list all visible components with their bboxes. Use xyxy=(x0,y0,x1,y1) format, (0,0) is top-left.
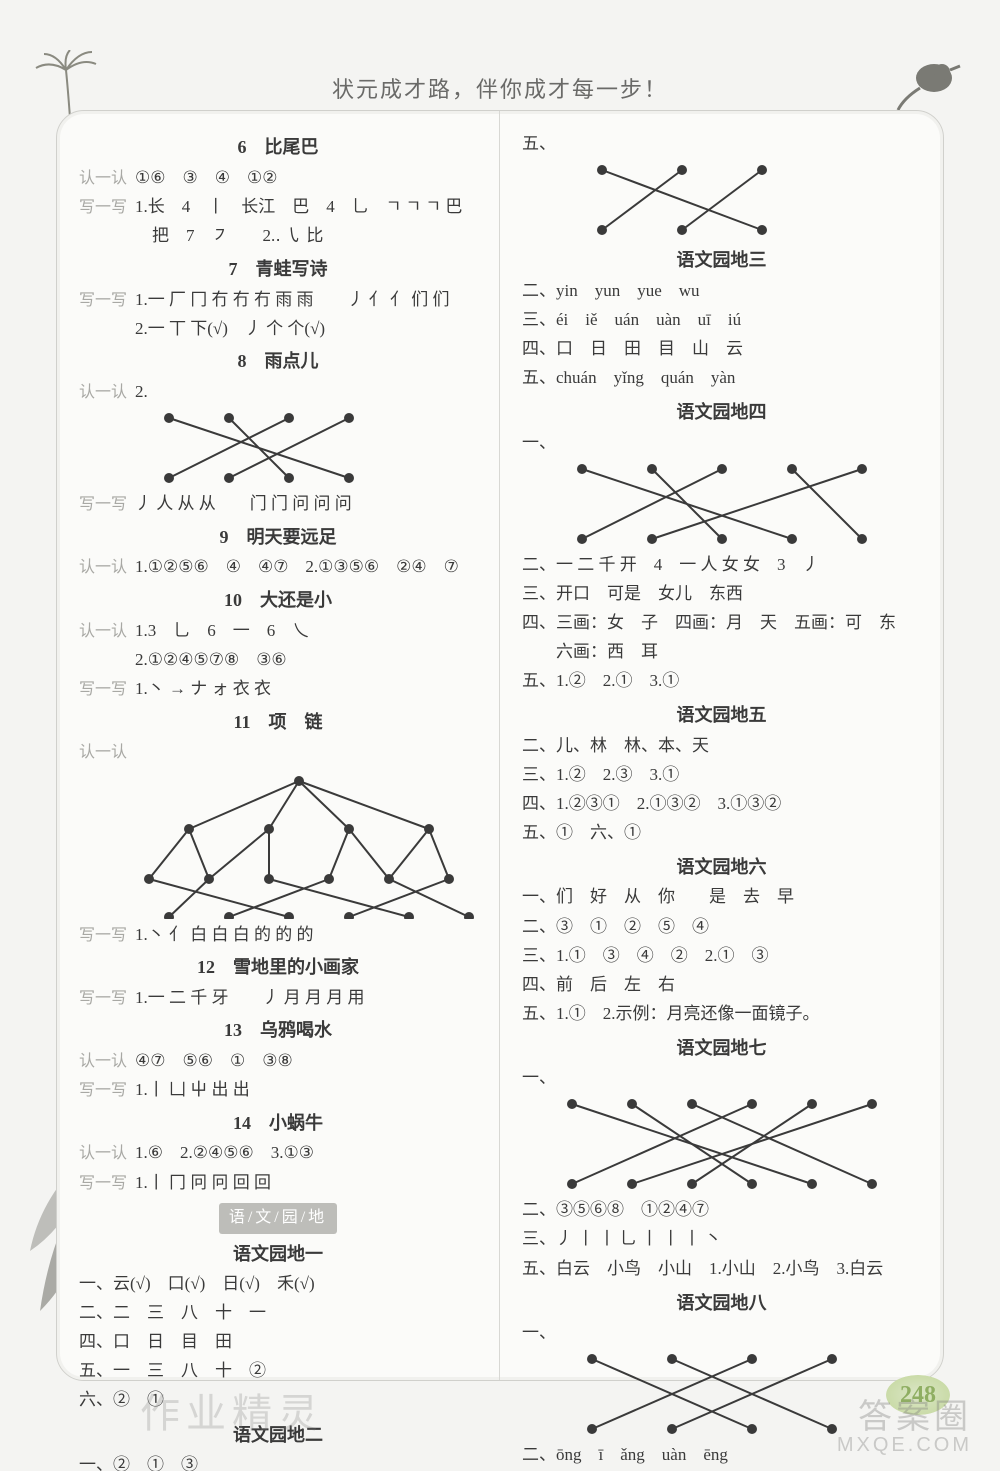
yd1-l2: 二、二 三 八 十 一 xyxy=(79,1299,477,1327)
title-13: 13 乌鸦喝水 xyxy=(79,1016,477,1046)
title-yd5: 语文园地五 xyxy=(522,701,921,731)
title-10: 10 大还是小 xyxy=(79,586,477,616)
label-xie: 写一写 xyxy=(79,195,135,221)
title-8: 8 雨点儿 xyxy=(79,347,477,377)
yd7-one: 一、 xyxy=(522,1064,921,1092)
yd7-l2: 二、③⑤⑥⑧ ①②④⑦ xyxy=(522,1196,921,1224)
yd6-l1: 一、们 好 从 你 是 去 早 xyxy=(522,883,921,911)
label-ren: 认一认 xyxy=(79,166,135,192)
match-diagram-yd4-one xyxy=(552,459,872,549)
title-14: 14 小蜗牛 xyxy=(79,1109,477,1139)
watermark-bl: 作业精灵 xyxy=(140,1381,324,1439)
yd4-l3: 三、开口 可是 女儿 东西 xyxy=(522,580,921,608)
title-yd6: 语文园地六 xyxy=(522,853,921,883)
s10-ren1: 1.3 乚 6 一 6 乀 xyxy=(135,621,309,640)
watermark-br-en: MXQE.COM xyxy=(837,1434,972,1457)
title-9: 9 明天要远足 xyxy=(79,523,477,553)
yd5-l3: 三、1.② 2.③ 3.① xyxy=(522,761,921,789)
r-wu: 五、 xyxy=(522,130,921,158)
match-diagram-yd3-five xyxy=(562,160,822,240)
yd1-l3: 四、口 日 目 田 xyxy=(79,1328,477,1356)
yd4-l2: 二、一 二 千 开 4 一 人 女 女 3 丿 xyxy=(522,551,921,579)
title-12: 12 雪地里的小画家 xyxy=(79,953,477,983)
title-11: 11 项 链 xyxy=(79,708,477,738)
page-slogan: 状元成才路，伴你成才每一步！ xyxy=(0,72,1000,104)
s8-ren: 2. xyxy=(135,382,148,401)
yd4-l4a: 四、三画：女 子 四画：月 天 五画：可 东 xyxy=(522,609,921,637)
watermark-br-cn: 答案圈 xyxy=(837,1389,972,1438)
match-diagram-yd8-one xyxy=(552,1349,852,1439)
s14-xie: 1.丨 冂 冋 冋 回 回 xyxy=(135,1173,271,1192)
yd2-l1: 一、② ① ③ xyxy=(79,1451,477,1471)
yd6-l3: 三、1.① ③ ④ ② 2.① ③ xyxy=(522,942,921,970)
s13-xie: 1.丨 凵 屮 出 出 xyxy=(135,1080,250,1099)
match-diagram-yd7-one xyxy=(542,1094,882,1194)
title-yd3: 语文园地三 xyxy=(522,246,921,276)
s13-ren: ④⑦ ⑤⑥ ① ③⑧ xyxy=(135,1051,293,1070)
title-yd4: 语文园地四 xyxy=(522,398,921,428)
yd4-l4b: 六画：西 耳 xyxy=(522,638,921,666)
yd3-l2: 二、yin yun yue wu xyxy=(522,277,921,305)
s6-xie1: 1.长 4 丨 长江 巴 4 乚 ㄱ ㄱ ㄱ 巴 xyxy=(135,197,462,216)
s12-xie: 1.一 二 千 牙 丿 月 月 月 用 xyxy=(135,988,365,1007)
yd6-l5: 五、1.① 2.示例：月亮还像一面镜子。 xyxy=(522,1000,921,1028)
s9-ren: 1.①②⑤⑥ ④ ④⑦ 2.①③⑤⑥ ②④ ⑦ xyxy=(135,557,459,576)
yd3-l3: 三、éi iě uán uàn uī iú xyxy=(522,306,921,334)
yd4-l5: 五、1.② 2.① 3.① xyxy=(522,667,921,695)
yd6-l2: 二、③ ① ② ⑤ ④ xyxy=(522,913,921,941)
s7-xie2: 2.一 丅 下(√) 丿 个 个(√) xyxy=(135,319,325,338)
title-yd1: 语文园地一 xyxy=(79,1240,477,1270)
yd5-l5: 五、① 六、① xyxy=(522,819,921,847)
s14-ren: 1.⑥ 2.②④⑤⑥ 3.①③ xyxy=(135,1143,314,1162)
title-6: 6 比尾巴 xyxy=(79,133,477,163)
yd3-l4: 四、口 日 田 目 山 云 xyxy=(522,335,921,363)
s10-ren2: 2.①②④⑤⑦⑧ ③⑥ xyxy=(135,650,287,669)
yd3-l5: 五、chuán yǐng quán yàn xyxy=(522,364,921,392)
s10-xie: 1.丶 → ナ ォ 衣 衣 xyxy=(135,679,271,698)
match-diagram-11 xyxy=(119,769,479,919)
title-yd8: 语文园地八 xyxy=(522,1289,921,1319)
yd5-l4: 四、1.②③① 2.①③② 3.①③② xyxy=(522,790,921,818)
yd7-l5: 五、白云 小鸟 小山 1.小山 2.小鸟 3.白云 xyxy=(522,1255,921,1283)
s8-xie: 丿 人 从 从 门 门 问 问 问 xyxy=(135,494,352,513)
yd7-l3: 三、丿 丨 丨 乚 丨 丨 丨 丶 xyxy=(522,1225,921,1253)
watermark-br: 答案圈 MXQE.COM xyxy=(837,1389,972,1457)
s6-ren: ①⑥ ③ ④ ①② xyxy=(135,168,277,187)
left-column: 6 比尾巴 认一认①⑥ ③ ④ ①② 写一写1.长 4 丨 长江 巴 4 乚 ㄱ… xyxy=(57,111,500,1380)
s6-xie2: 把 7 ㇇ 2.․ ㇂ 比 xyxy=(135,226,323,245)
yuandi-banner: 语/文/园/地 xyxy=(219,1203,337,1233)
yd1-l1: 一、云(√) 口(√) 日(√) 禾(√) xyxy=(79,1270,477,1298)
yd5-l2: 二、儿、林 林、本、天 xyxy=(522,732,921,760)
s7-xie1: 1.一 厂 冂 冇 冇 冇 雨 雨 丿 亻 亻 们 们 xyxy=(135,290,450,309)
right-column: 五、 语文园地三 二、yin yun yue wu 三、éi iě uán uà… xyxy=(500,111,943,1380)
title-7: 7 青蛙写诗 xyxy=(79,255,477,285)
yd6-l4: 四、前 后 左 右 xyxy=(522,971,921,999)
s11-xie: 1.丶 亻 白 白 白 的 的 的 xyxy=(135,925,314,944)
match-diagram-8 xyxy=(139,408,359,488)
content-frame: 6 比尾巴 认一认①⑥ ③ ④ ①② 写一写1.长 4 丨 长江 巴 4 乚 ㄱ… xyxy=(56,110,944,1381)
yd8-one: 一、 xyxy=(522,1319,921,1347)
yd4-one: 一、 xyxy=(522,429,921,457)
title-yd7: 语文园地七 xyxy=(522,1034,921,1064)
